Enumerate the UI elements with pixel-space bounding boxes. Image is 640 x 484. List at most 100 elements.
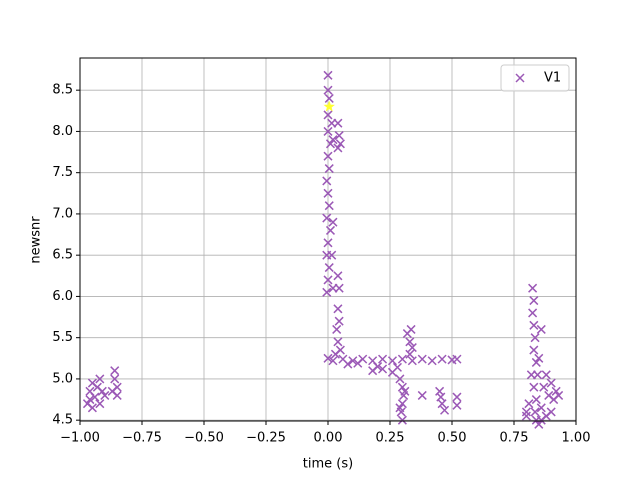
point: [546, 378, 556, 388]
point: [97, 386, 107, 396]
y-tick-label: 6.0: [52, 289, 73, 304]
point: [402, 329, 412, 339]
legend-label: V1: [544, 71, 561, 86]
y-axis-label: newsnr: [29, 216, 44, 264]
point: [353, 358, 363, 368]
point: [323, 110, 333, 120]
point: [323, 275, 333, 285]
point: [333, 337, 343, 347]
point: [323, 70, 333, 80]
point: [90, 392, 100, 402]
point: [528, 308, 538, 318]
point: [387, 356, 398, 366]
point: [417, 354, 427, 364]
point: [452, 392, 462, 402]
point: [536, 403, 546, 413]
y-tick-label: 6.5: [52, 248, 73, 263]
point: [348, 356, 358, 366]
point: [110, 366, 120, 376]
y-tick-label: 7.0: [52, 206, 73, 221]
point: [323, 238, 333, 248]
point: [87, 403, 97, 413]
point: [327, 250, 337, 260]
point: [529, 382, 539, 392]
y-tick-label: 7.5: [52, 165, 73, 180]
x-tick-label: −1.00: [60, 431, 100, 446]
point: [397, 382, 407, 392]
y-tick-label: 8.5: [52, 83, 73, 98]
point: [397, 399, 407, 409]
point: [407, 343, 417, 353]
point: [335, 139, 345, 149]
point: [332, 324, 342, 334]
point: [322, 287, 332, 297]
point: [112, 390, 122, 400]
point: [536, 415, 546, 425]
point: [524, 399, 534, 409]
point: [530, 333, 540, 343]
point: [333, 271, 343, 281]
point: [440, 405, 450, 415]
point: [323, 85, 333, 95]
point: [324, 164, 334, 174]
x-tick-label: −0.75: [122, 431, 162, 446]
point: [539, 382, 549, 392]
point: [328, 356, 338, 366]
point: [324, 201, 334, 211]
point: [534, 419, 544, 429]
point: [435, 386, 445, 396]
point: [534, 353, 544, 363]
point: [397, 415, 407, 425]
point: [110, 374, 120, 384]
point: [333, 118, 343, 128]
point: [95, 399, 105, 409]
point: [400, 386, 410, 396]
point: [112, 382, 122, 392]
x-tick-label: 0.50: [438, 431, 467, 446]
point: [395, 403, 405, 413]
legend-marker: [515, 73, 525, 83]
point: [551, 386, 561, 396]
point: [407, 356, 417, 366]
point: [378, 364, 388, 374]
point: [536, 324, 546, 334]
point: [427, 356, 437, 366]
point: [546, 407, 556, 417]
point: [436, 392, 446, 402]
point: [100, 390, 110, 400]
x-tick-label: −0.25: [246, 431, 286, 446]
point: [392, 362, 402, 372]
point: [325, 139, 336, 149]
y-tick-label: 8.0: [52, 124, 73, 139]
x-tick-label: 0.75: [500, 431, 529, 446]
point: [531, 357, 541, 367]
point: [334, 283, 344, 293]
point: [397, 354, 407, 364]
point: [322, 213, 332, 223]
x-axis-label: time (s): [303, 457, 353, 472]
point: [333, 304, 343, 314]
point: [323, 353, 333, 363]
x-tick-label: −0.50: [184, 431, 224, 446]
x-tick-label: 0.25: [376, 431, 405, 446]
y-tick-label: 5.0: [52, 371, 73, 386]
y-tick-label: 4.5: [52, 413, 73, 428]
point: [85, 395, 95, 405]
point: [333, 143, 343, 153]
y-tick-label: 5.5: [52, 330, 73, 345]
point: [95, 374, 105, 384]
point: [452, 354, 462, 364]
point: [529, 320, 539, 330]
x-tick-label: 0.00: [314, 431, 343, 446]
point: [325, 225, 336, 235]
point: [323, 126, 333, 136]
point: [405, 349, 415, 359]
point: [334, 316, 344, 326]
point: [323, 188, 333, 198]
point: [334, 131, 344, 141]
point: [529, 296, 539, 306]
point: [395, 374, 405, 384]
point: [529, 345, 539, 355]
point: [541, 370, 551, 380]
